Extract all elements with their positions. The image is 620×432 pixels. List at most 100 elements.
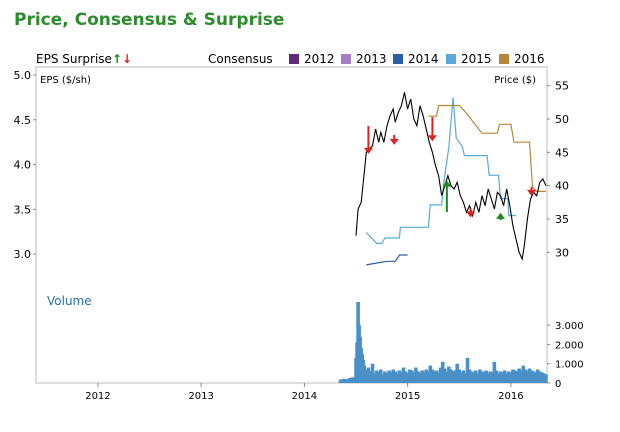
volume-bar [544, 374, 548, 383]
volume-bar [476, 373, 480, 383]
eps-tick-label: 4.5 [14, 114, 32, 127]
volume-bar [486, 373, 490, 383]
volume-bar [504, 373, 509, 383]
volume-bar [426, 371, 431, 383]
surprise-down-arrow [466, 208, 476, 218]
volume-bar [492, 361, 497, 383]
volume-bar [527, 368, 532, 383]
volume-axis-label: Volume [47, 294, 92, 308]
volume-bar [428, 365, 433, 383]
volume-bar [372, 373, 377, 383]
volume-tick-label: 1.000 [555, 360, 584, 371]
volume-bar [498, 371, 503, 383]
price-tick-label: 30 [555, 246, 569, 259]
price-tick-label: 35 [555, 213, 569, 226]
volume-bar [513, 370, 517, 383]
volume-bar [502, 370, 507, 383]
volume-bar [469, 371, 474, 383]
surprise-down-arrow [427, 117, 437, 142]
legend-swatch [393, 54, 403, 64]
volume-bar [351, 377, 355, 383]
volume-bar [447, 366, 451, 383]
volume-bar [362, 365, 367, 383]
surprise-down-arrow [389, 135, 399, 145]
x-tick-label: 2015 [395, 391, 420, 402]
volume-bar [389, 372, 393, 383]
x-tick-label: 2013 [188, 391, 213, 402]
volume-bar [449, 369, 453, 383]
consensus-lines [365, 97, 546, 266]
down-arrow-icon: ↓ [122, 52, 133, 66]
surprise-down-arrow [527, 186, 537, 196]
volume-bars [338, 301, 548, 383]
price-axis-label: Price ($) [494, 75, 536, 86]
volume-bar [523, 369, 528, 383]
volume-bar [443, 368, 447, 383]
volume-bar [453, 370, 457, 383]
volume-bar [467, 369, 472, 383]
volume-bar [463, 373, 468, 383]
x-tick-label: 2012 [85, 391, 110, 402]
volume-bar [432, 371, 437, 383]
volume-bar [364, 369, 369, 383]
volume-bar [383, 371, 387, 383]
volume-bar [374, 370, 379, 383]
legend-swatch [499, 54, 509, 64]
up-arrow-icon: ↑ [111, 52, 122, 66]
volume-bar [457, 369, 462, 383]
volume-bar [507, 371, 511, 383]
volume-bar [438, 367, 443, 383]
volume-tick-label: 3.000 [555, 321, 584, 332]
volume-bar [537, 371, 542, 383]
legend-item-2012: 2012 [289, 52, 335, 66]
eps-axis-ticks: 5.0 4.5 4.0 3.5 3.0 [14, 69, 36, 261]
volume-bar [395, 373, 400, 383]
eps-tick-label: 3.5 [14, 203, 32, 216]
price-line [355, 92, 547, 261]
volume-bar [420, 370, 424, 383]
legend-label: 2013 [356, 52, 387, 66]
consensus-line-2016 [428, 104, 546, 192]
consensus-line-2014 [366, 254, 408, 266]
eps-axis-label: EPS ($/sh) [40, 75, 91, 86]
price-tick-label: 55 [555, 80, 569, 93]
volume-bar [391, 369, 395, 383]
legend-swatch [341, 54, 351, 64]
volume-bar [540, 372, 544, 383]
volume-bar [480, 371, 484, 383]
volume-bar [366, 367, 371, 383]
volume-bar [531, 371, 536, 383]
legend-item-2014: 2014 [393, 52, 439, 66]
volume-bar [445, 371, 449, 383]
legend-label: 2012 [304, 52, 335, 66]
volume-bar [521, 365, 526, 383]
volume-bar [519, 370, 523, 383]
price-axis-ticks: 55 50 45 40 35 30 [547, 80, 569, 259]
eps-surprise-label: EPS Surprise [36, 52, 112, 66]
surprise-up-arrow [496, 212, 506, 221]
price-tick-label: 50 [555, 113, 569, 126]
eps-surprise-legend: EPS Surprise↑↓ [36, 52, 132, 66]
volume-bar [455, 363, 459, 383]
consensus-legend-label: Consensus [208, 52, 273, 66]
volume-bar [399, 372, 404, 383]
volume-bar [529, 370, 534, 383]
volume-bar [542, 373, 546, 383]
volume-bar [500, 372, 505, 383]
volume-bar [451, 371, 455, 383]
plot-frame [35, 66, 548, 384]
volume-axis-ticks: 3.000 2.000 1.000 0 [547, 321, 584, 390]
volume-bar [424, 369, 429, 383]
volume-bar [368, 371, 373, 383]
volume-bar [378, 369, 383, 383]
volume-bar [381, 374, 385, 383]
surprise-arrows [363, 117, 537, 221]
volume-bar [401, 367, 406, 383]
volume-bar [517, 368, 521, 383]
volume-bar [338, 379, 343, 383]
price-line-group [355, 92, 547, 261]
volume-bar [533, 372, 538, 383]
volume-bar [412, 372, 416, 383]
volume-bar [397, 370, 402, 383]
eps-tick-label: 5.0 [14, 69, 32, 82]
